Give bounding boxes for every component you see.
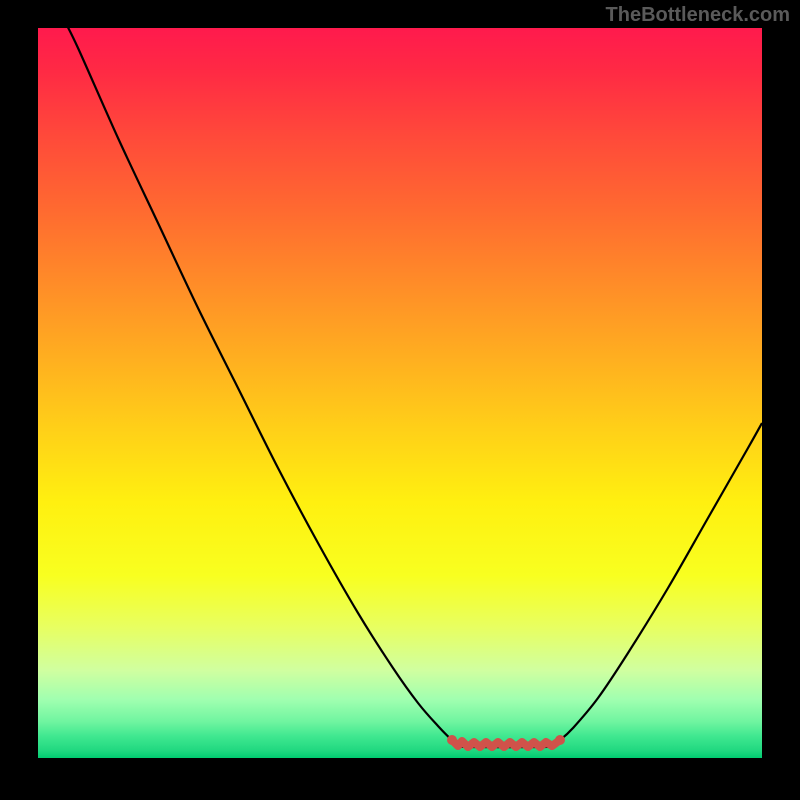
watermark-text: TheBottleneck.com	[606, 4, 790, 27]
valley-marker-dot	[447, 735, 457, 745]
bottleneck-curve	[63, 28, 762, 747]
chart-curve-layer	[38, 28, 762, 758]
valley-marker	[452, 740, 560, 747]
valley-marker-dot	[555, 735, 565, 745]
chart-plot-area	[38, 28, 762, 758]
